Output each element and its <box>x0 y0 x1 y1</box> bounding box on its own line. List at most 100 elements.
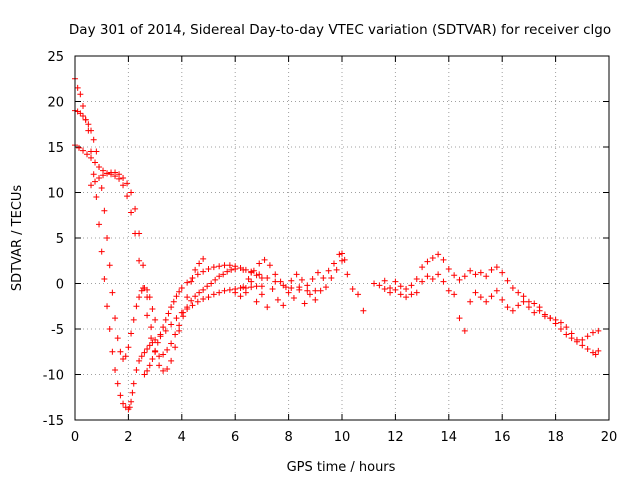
data-point <box>360 307 367 314</box>
x-tick-label: 14 <box>441 430 458 445</box>
data-point <box>584 333 591 340</box>
data-point <box>136 230 143 237</box>
data-point <box>212 276 219 283</box>
data-point <box>74 84 81 91</box>
data-point <box>130 316 137 323</box>
data-point <box>547 315 554 322</box>
x-tick-label: 10 <box>334 430 351 445</box>
data-point <box>520 293 527 300</box>
data-point <box>258 275 265 282</box>
data-point <box>515 289 522 296</box>
data-point <box>451 272 458 279</box>
data-point <box>168 340 175 347</box>
data-point <box>248 284 255 291</box>
data-point <box>371 280 378 287</box>
data-point <box>176 327 183 334</box>
data-point <box>156 362 163 369</box>
data-point <box>90 136 97 143</box>
data-point <box>339 250 345 257</box>
data-point <box>237 293 244 300</box>
data-point <box>106 262 113 269</box>
x-tick-label: 12 <box>387 430 404 445</box>
data-point <box>301 300 308 307</box>
data-point <box>128 189 135 196</box>
data-point <box>200 295 207 302</box>
data-point <box>120 356 127 363</box>
data-point <box>330 260 337 267</box>
y-tick-label: -5 <box>51 323 64 338</box>
data-point <box>429 255 436 262</box>
data-point <box>296 284 303 291</box>
x-tick-label: 4 <box>178 430 186 445</box>
data-point <box>397 291 404 298</box>
data-point <box>173 315 180 322</box>
data-point <box>304 282 311 289</box>
data-point <box>344 271 351 278</box>
data-point <box>170 298 177 305</box>
data-point <box>138 287 145 294</box>
data-point <box>250 267 257 274</box>
data-point <box>245 275 252 282</box>
data-point <box>165 310 172 317</box>
data-point <box>77 91 84 98</box>
data-point <box>461 273 468 280</box>
data-point <box>172 344 179 351</box>
data-point <box>314 269 321 276</box>
data-point <box>93 194 100 201</box>
data-point <box>328 275 335 282</box>
data-point <box>144 346 151 353</box>
data-point <box>445 287 452 294</box>
data-point <box>515 302 522 309</box>
grid <box>75 56 609 420</box>
data-point <box>120 400 127 407</box>
data-point <box>493 264 500 271</box>
data-point <box>435 251 442 258</box>
data-point <box>403 294 410 301</box>
series-arc-8 <box>371 251 602 345</box>
data-point <box>509 307 516 314</box>
data-point <box>274 296 281 303</box>
data-point <box>92 159 99 166</box>
data-point <box>141 371 148 378</box>
data-point <box>184 279 191 286</box>
data-point <box>128 209 135 216</box>
data-point <box>136 257 143 264</box>
y-axis-label: SDTVAR / TECUs <box>10 185 25 292</box>
data-point <box>445 265 452 272</box>
data-point <box>194 271 201 278</box>
data-point <box>144 294 151 301</box>
data-point <box>499 269 506 276</box>
data-point <box>413 289 420 296</box>
data-point <box>381 285 388 292</box>
data-point <box>109 289 116 296</box>
data-point <box>563 324 570 331</box>
data-point <box>156 353 163 360</box>
y-tick-label: -10 <box>43 369 64 384</box>
data-point <box>573 336 580 343</box>
data-point <box>237 265 244 272</box>
data-point <box>224 268 231 275</box>
data-point <box>132 205 139 212</box>
data-point <box>298 276 305 283</box>
data-point <box>488 293 495 300</box>
data-point <box>304 287 311 294</box>
data-point <box>168 304 175 311</box>
data-point <box>568 330 575 337</box>
data-point <box>309 275 316 282</box>
data-point <box>146 362 153 369</box>
data-point <box>188 278 195 285</box>
data-point <box>435 271 442 278</box>
data-point <box>261 256 268 263</box>
data-point <box>152 347 159 354</box>
x-tick-label: 8 <box>284 430 292 445</box>
data-point <box>242 266 249 273</box>
data-point <box>557 319 564 326</box>
data-point <box>84 151 91 158</box>
data-point <box>200 268 207 275</box>
data-point <box>499 296 506 303</box>
data-point <box>116 171 123 178</box>
data-point <box>325 267 332 274</box>
data-point <box>272 271 279 278</box>
series-arc-4 <box>88 169 207 374</box>
